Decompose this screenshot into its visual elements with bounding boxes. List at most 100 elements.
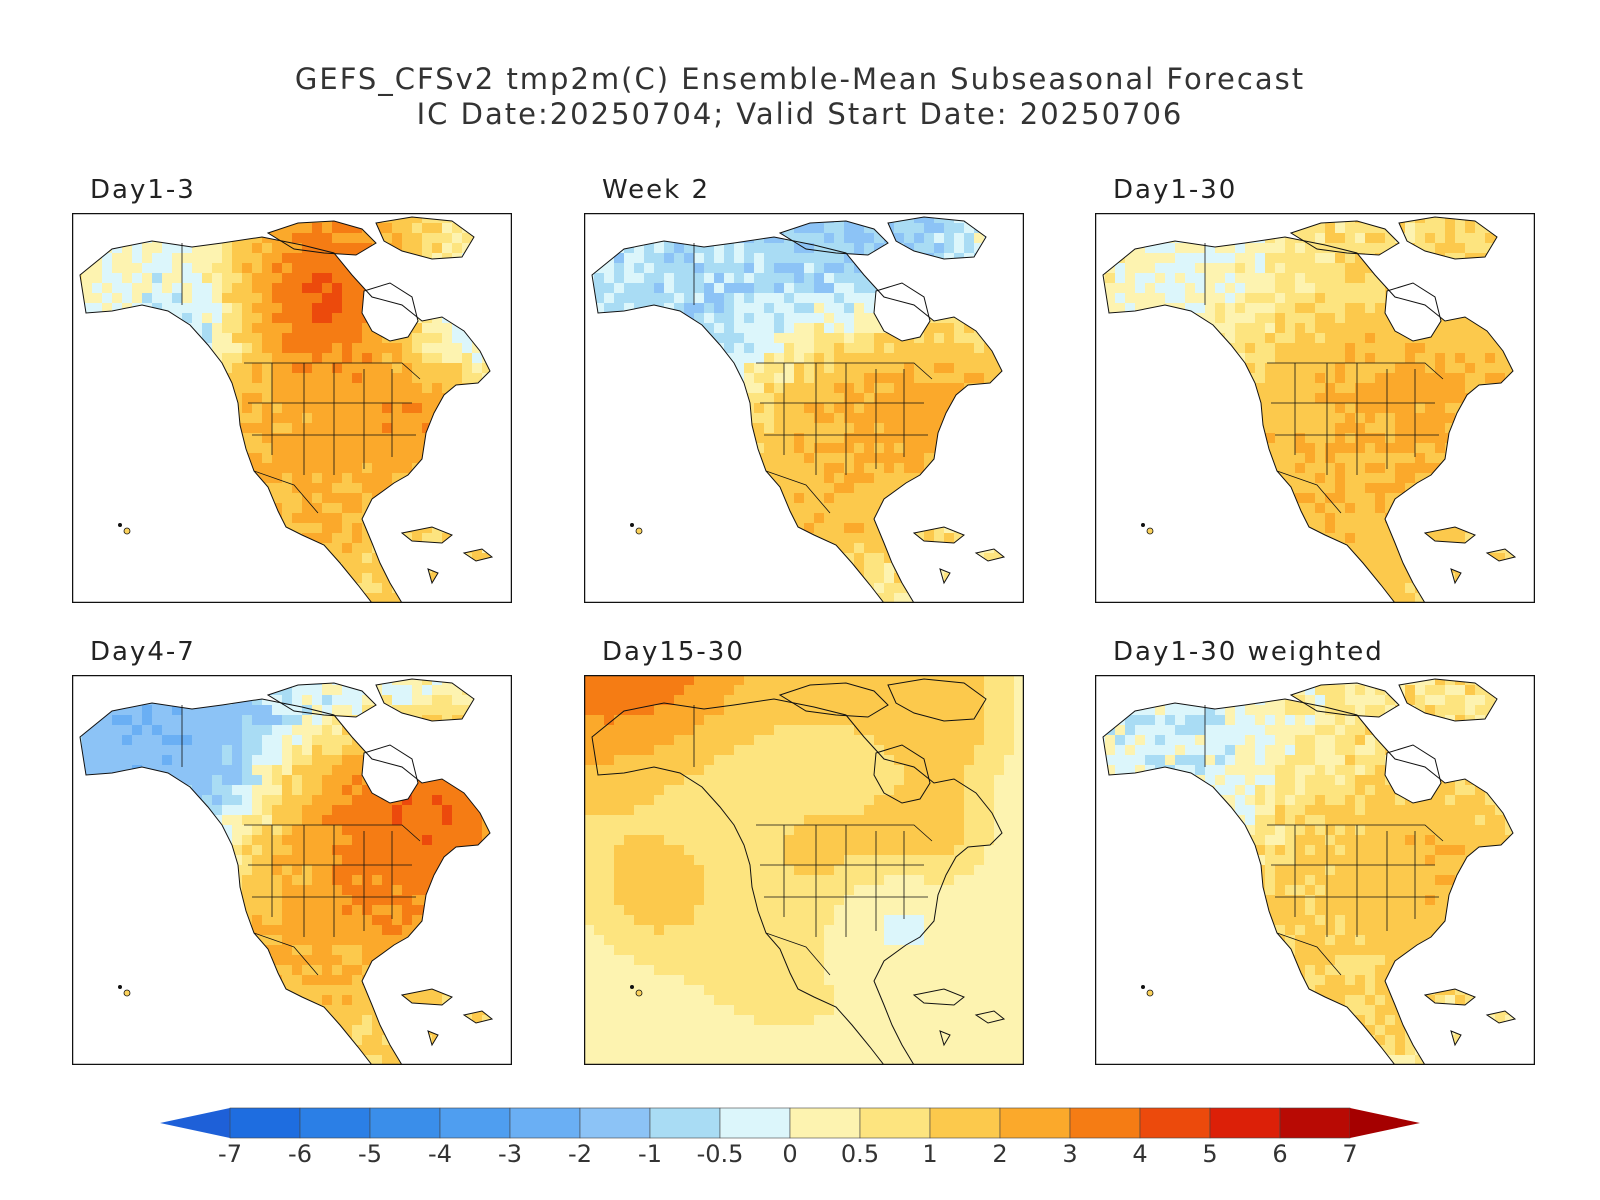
anomaly-cell (1355, 443, 1366, 454)
anomaly-cell (1215, 493, 1226, 504)
anomaly-cell (1525, 333, 1535, 344)
anomaly-cell (1195, 323, 1206, 334)
anomaly-cell (1255, 293, 1266, 304)
anomaly-cell (934, 343, 945, 354)
anomaly-cell (1103, 443, 1106, 454)
hudson-bay-coast (873, 282, 931, 342)
anomaly-cell (1345, 473, 1356, 484)
anomaly-cell (362, 253, 373, 264)
anomaly-cell (80, 543, 83, 554)
anomaly-cell (1185, 313, 1196, 324)
anomaly-cell (1185, 323, 1196, 334)
anomaly-cell (1155, 323, 1166, 334)
anomaly-cell (232, 403, 243, 414)
anomaly-cell (1375, 313, 1386, 324)
anomaly-cell (142, 243, 153, 254)
anomaly-cell (342, 363, 353, 374)
anomaly-cell (192, 543, 203, 554)
anomaly-cell (784, 553, 795, 564)
anomaly-cell (814, 363, 825, 374)
anomaly-cell (1305, 383, 1316, 394)
anomaly-cell (944, 323, 955, 334)
anomaly-cell (1014, 483, 1024, 494)
anomaly-cell (1435, 453, 1446, 464)
anomaly-cell (1125, 363, 1136, 374)
anomaly-cell (1435, 433, 1446, 444)
anomaly-cell (1355, 313, 1366, 324)
anomaly-cell (614, 413, 625, 424)
anomaly-cell (864, 263, 875, 274)
anomaly-cell (1195, 263, 1206, 274)
anomaly-cell (262, 253, 273, 264)
anomaly-cell (1365, 303, 1376, 314)
anomaly-cell (212, 273, 223, 284)
anomaly-cell (1125, 493, 1136, 504)
anomaly-cell (1335, 233, 1346, 244)
anomaly-cell (142, 413, 153, 424)
anomaly-cell (412, 273, 423, 284)
anomaly-cell (694, 583, 705, 594)
anomaly-cell (342, 513, 353, 524)
anomaly-cell (984, 473, 995, 484)
anomaly-cell (432, 593, 443, 603)
anomaly-cell (442, 493, 453, 504)
anomaly-cell (1235, 403, 1246, 414)
anomaly-cell (994, 483, 1004, 494)
anomaly-cell (1465, 403, 1476, 414)
anomaly-cell (1475, 313, 1486, 324)
anomaly-cell (1375, 403, 1386, 414)
anomaly-cell (814, 323, 825, 334)
anomaly-cell (1103, 217, 1106, 224)
anomaly-cell (332, 353, 343, 364)
anomaly-cell (472, 383, 483, 394)
anomaly-cell (964, 483, 975, 494)
anomaly-cell (944, 373, 955, 384)
anomaly-cell (914, 243, 925, 254)
anomaly-cell (472, 463, 483, 474)
anomaly-cell (1004, 513, 1015, 524)
anomaly-cell (402, 443, 413, 454)
anomaly-cell (1315, 423, 1326, 434)
anomaly-cell (592, 473, 595, 484)
anomaly-cell (182, 223, 193, 234)
anomaly-cell (594, 493, 605, 504)
anomaly-cell (1335, 423, 1346, 434)
anomaly-cell (312, 473, 323, 484)
anomaly-cell (382, 403, 393, 414)
anomaly-cell (1235, 253, 1246, 264)
anomaly-cell (964, 563, 975, 574)
anomaly-cell (934, 217, 945, 224)
anomaly-cell (934, 233, 945, 244)
anomaly-cell (80, 393, 83, 404)
anomaly-cell (1445, 493, 1456, 504)
anomaly-cell (1415, 503, 1426, 514)
anomaly-cell (432, 363, 443, 374)
anomaly-cell (604, 223, 615, 234)
anomaly-cell (1515, 493, 1526, 504)
anomaly-cell (1265, 333, 1276, 344)
anomaly-cell (352, 483, 363, 494)
anomaly-cell (252, 433, 263, 444)
anomaly-cell (232, 433, 243, 444)
anomaly-cell (1345, 273, 1356, 284)
anomaly-cell (112, 223, 123, 234)
anomaly-cell (884, 433, 895, 444)
anomaly-cell (984, 393, 995, 404)
anomaly-cell (1345, 233, 1356, 244)
anomaly-cell (1265, 513, 1276, 524)
anomaly-cell (132, 253, 143, 264)
anomaly-cell (1245, 303, 1256, 314)
anomaly-cell (252, 233, 263, 244)
anomaly-cell (944, 593, 955, 603)
anomaly-cell (814, 493, 825, 504)
anomaly-cell (784, 293, 795, 304)
anomaly-cell (1135, 433, 1146, 444)
anomaly-cell (1365, 393, 1376, 404)
anomaly-cell (302, 463, 313, 474)
anomaly-cell (202, 513, 213, 524)
anomaly-cell (1275, 503, 1286, 514)
anomaly-cell (1014, 563, 1024, 574)
anomaly-cell (122, 383, 133, 394)
anomaly-cell (162, 463, 173, 474)
anomaly-cell (1004, 213, 1015, 224)
